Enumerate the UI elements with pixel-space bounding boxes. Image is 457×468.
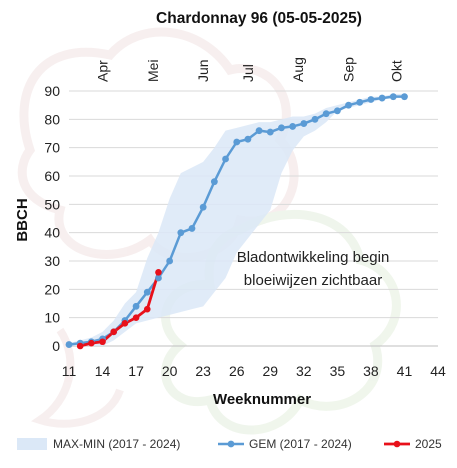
y-tick-label: 50: [44, 196, 60, 212]
x-axis-title: Weeknummer: [213, 391, 311, 408]
x-tick-labels: 11 14 17 20 23 26 29 32 35 38 41 44: [62, 363, 446, 379]
data-point: [233, 138, 241, 146]
data-point: [266, 128, 274, 136]
data-point: [401, 93, 408, 101]
month-labels: Apr Mei Jun Jul Aug Sep Okt: [95, 57, 405, 82]
data-point: [367, 96, 375, 103]
legend-swatch-marker: [393, 440, 401, 448]
data-point: [333, 107, 341, 115]
max-min-band: [69, 93, 405, 346]
y-tick-label: 70: [44, 140, 60, 156]
y-tick-labels: 0 10 20 30 40 50 60 70 80 90: [44, 83, 60, 354]
x-tick-label: 11: [62, 363, 77, 379]
data-point: [99, 338, 106, 346]
data-point: [244, 135, 252, 143]
y-axis-title: BBCH: [14, 198, 31, 241]
data-point: [132, 302, 140, 310]
month-label: Mei: [145, 59, 161, 82]
data-point: [166, 257, 174, 265]
band-area: [69, 93, 405, 346]
data-point: [255, 127, 263, 135]
month-label: Okt: [389, 60, 405, 82]
y-tick-label: 30: [44, 253, 60, 269]
x-tick-label: 41: [397, 363, 413, 379]
x-tick-label: 29: [262, 363, 278, 379]
x-tick-label: 26: [229, 363, 245, 379]
month-label: Jun: [195, 59, 211, 82]
annotation-line-2: bloeiwijzen zichtbaar: [244, 272, 382, 289]
legend-label: 2025: [415, 437, 442, 451]
data-point: [155, 269, 162, 276]
data-point: [121, 320, 129, 327]
data-point: [88, 339, 95, 347]
legend: MAX-MIN (2017 - 2024) GEM (2017 - 2024) 20…: [17, 437, 442, 451]
legend-label: MAX-MIN (2017 - 2024): [53, 437, 180, 451]
data-point: [222, 155, 229, 163]
x-tick-label: 44: [430, 363, 446, 379]
data-point: [289, 123, 297, 130]
y-tick-label: 10: [44, 310, 60, 326]
data-point: [199, 203, 207, 211]
y-tick-label: 20: [44, 281, 60, 297]
month-label: Apr: [95, 60, 111, 82]
x-tick-label: 38: [363, 363, 379, 379]
y-tick-label: 40: [44, 225, 60, 241]
chart-title: Chardonnay 96 (05-05-2025): [156, 10, 362, 27]
y-tick-label: 80: [44, 111, 60, 127]
month-label: Sep: [341, 57, 357, 82]
x-tick-label: 32: [296, 363, 312, 379]
month-label: Aug: [290, 57, 306, 82]
series-points: [65, 93, 408, 350]
legend-swatch-band: [17, 438, 47, 450]
y-tick-label: 60: [44, 168, 60, 184]
legend-swatch-marker: [227, 440, 235, 448]
data-point: [110, 328, 118, 336]
data-point: [143, 288, 151, 296]
y-tick-label: 90: [44, 83, 60, 99]
data-point: [177, 229, 185, 237]
legend-label: GEM (2017 - 2024): [249, 437, 352, 451]
data-point: [278, 124, 285, 132]
x-tick-label: 35: [330, 363, 346, 379]
data-point: [311, 115, 319, 123]
data-point: [322, 110, 330, 118]
data-point: [143, 305, 151, 313]
data-point: [155, 274, 162, 282]
x-tick-label: 20: [162, 363, 178, 379]
month-label: Jul: [240, 64, 256, 82]
y-tick-label: 0: [52, 338, 60, 354]
data-point: [188, 225, 196, 232]
data-point: [76, 342, 84, 350]
data-point: [300, 120, 308, 127]
x-tick-label: 23: [195, 363, 211, 379]
data-point: [65, 341, 73, 348]
data-point: [356, 98, 364, 106]
x-tick-label: 17: [128, 363, 144, 379]
data-point: [345, 101, 352, 109]
annotation-line-1: Bladontwikkeling begin: [237, 249, 390, 266]
data-point: [132, 314, 140, 321]
data-point: [389, 93, 397, 101]
data-point: [378, 94, 386, 102]
data-point: [210, 178, 218, 186]
x-tick-label: 14: [95, 363, 111, 379]
